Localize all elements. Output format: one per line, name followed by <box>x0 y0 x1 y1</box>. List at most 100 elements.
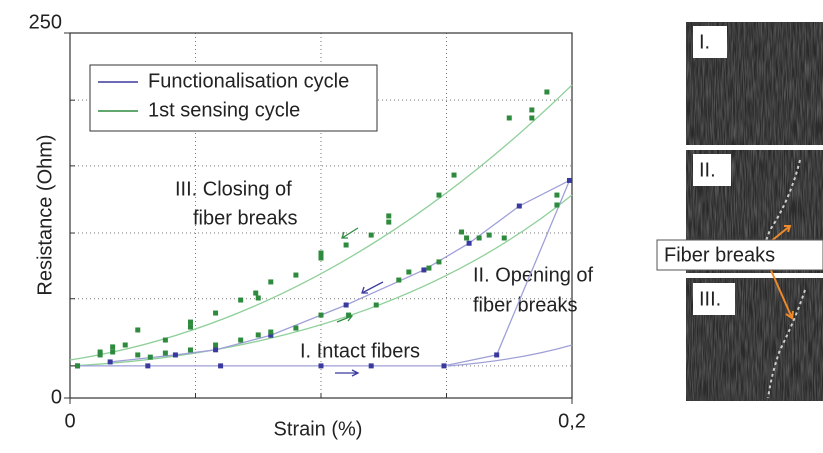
data-point <box>213 347 219 353</box>
data-point <box>213 310 219 316</box>
data-point <box>476 235 482 241</box>
legend-label: Functionalisation cycle <box>148 70 349 92</box>
data-point <box>421 267 427 273</box>
data-point <box>436 259 442 265</box>
y-tick-label: 250 <box>29 11 62 33</box>
series-line <box>77 179 571 367</box>
x-tick-label: 0,2 <box>558 410 586 432</box>
annotation: fiber breaks <box>193 207 298 229</box>
legend-label: 1st sensing cycle <box>148 99 300 121</box>
y-tick-label: 0 <box>51 386 62 408</box>
data-point <box>187 319 193 325</box>
callout-arrow <box>769 267 794 320</box>
callout-arrow <box>769 225 792 243</box>
sem-images: I. II. III. Fiber breaks <box>656 22 823 401</box>
fit-line <box>447 344 573 367</box>
data-point <box>135 327 141 333</box>
panel-label-box <box>693 283 735 315</box>
data-point <box>135 352 141 358</box>
data-point <box>318 312 324 318</box>
arrow <box>341 227 359 239</box>
data-point <box>506 115 512 121</box>
data-point <box>566 177 572 183</box>
data-point <box>451 172 457 178</box>
panel-label: II. <box>699 159 716 181</box>
fit-line <box>69 84 573 361</box>
data-point <box>213 342 219 348</box>
data-point <box>368 363 374 369</box>
data-point <box>486 232 492 238</box>
data-point <box>172 352 178 358</box>
callout: Fiber breaks <box>664 244 775 266</box>
data-point <box>516 203 522 209</box>
data-point <box>145 363 151 369</box>
data-point <box>368 232 374 238</box>
data-point <box>544 89 550 95</box>
panel-label: I. <box>699 31 710 53</box>
data-point <box>97 349 103 355</box>
data-point <box>122 342 128 348</box>
y-axis-label: Resistance (Ohm) <box>34 134 56 295</box>
data-point <box>554 202 560 208</box>
data-point <box>268 279 274 285</box>
data-point <box>529 115 535 121</box>
data-point <box>293 272 299 278</box>
data-point <box>293 325 299 331</box>
x-tick-label: 0 <box>64 410 75 432</box>
data-point <box>554 192 560 198</box>
panel-label: III. <box>699 288 721 310</box>
data-point <box>238 337 244 343</box>
data-point <box>426 265 432 271</box>
data-point <box>187 324 193 330</box>
data-point <box>436 192 442 198</box>
data-point <box>107 359 113 365</box>
data-point <box>494 352 500 358</box>
data-point <box>97 352 103 358</box>
data-point <box>255 295 261 301</box>
data-point <box>268 332 274 338</box>
data-point <box>406 269 412 275</box>
data-point <box>268 329 274 335</box>
panel-label-box <box>693 26 727 58</box>
callout-box <box>656 239 823 271</box>
data-point <box>441 363 447 369</box>
arrow <box>335 369 360 377</box>
data-point <box>255 332 261 338</box>
data-point <box>529 107 535 113</box>
data-point <box>162 337 168 343</box>
data-point <box>162 350 168 356</box>
legend <box>89 64 378 132</box>
x-axis-label: Strain (%) <box>274 418 363 440</box>
data-point <box>466 240 472 246</box>
fiber-break <box>767 289 806 399</box>
data-point <box>253 290 259 296</box>
data-point <box>318 255 324 261</box>
data-point <box>318 250 324 256</box>
data-point <box>386 219 392 225</box>
data-point <box>75 363 81 369</box>
data-point <box>464 235 470 241</box>
data-point <box>459 229 465 235</box>
data-point <box>396 277 402 283</box>
panel-label-box <box>693 154 731 186</box>
data-point <box>318 363 324 369</box>
data-point <box>501 235 507 241</box>
data-point <box>343 242 349 248</box>
data-point <box>343 302 349 308</box>
data-point <box>346 312 352 318</box>
data-point <box>373 302 379 308</box>
annotation: III. Closing of <box>175 178 292 200</box>
annotation: II. Opening of <box>473 264 594 286</box>
data-point <box>386 213 392 219</box>
data-point <box>218 363 224 369</box>
data-point <box>110 344 116 350</box>
data-point <box>187 347 193 353</box>
data-point <box>110 349 116 355</box>
annotation: fiber breaks <box>473 294 578 316</box>
data-point <box>238 297 244 303</box>
data-point <box>147 354 153 360</box>
annotation: I. Intact fibers <box>300 340 420 362</box>
arrow <box>361 281 384 294</box>
